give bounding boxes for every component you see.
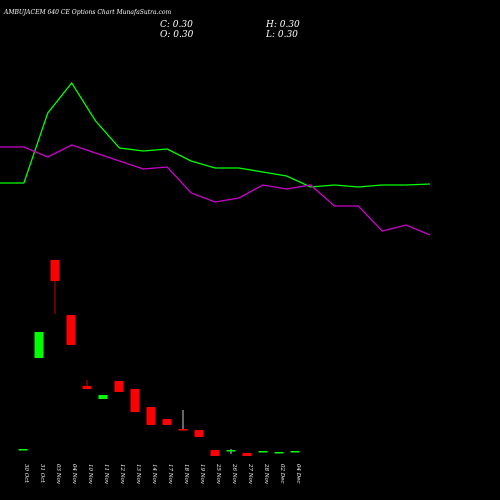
date-label: 04 Nov (71, 464, 77, 485)
candle-body (194, 430, 204, 437)
low-label: L: 0.30 (265, 30, 298, 40)
candle-body (34, 332, 44, 358)
indicator-line (0, 144, 431, 236)
candle-body (114, 381, 124, 392)
candle-body (178, 429, 188, 431)
candle-body (210, 450, 220, 456)
date-label: 12 Nov (119, 464, 125, 485)
date-label: 25 Nov (215, 463, 221, 485)
date-label: 02 Dec (279, 464, 285, 484)
date-label: 26 Nov (231, 463, 237, 485)
candle-body (146, 407, 156, 425)
candle-body (66, 315, 76, 345)
date-label: 04 Dec (295, 464, 301, 484)
date-label: 11 Nov (103, 464, 109, 485)
date-label: 14 Nov (151, 464, 157, 485)
date-label: 13 Nov (135, 464, 141, 485)
date-label: 18 Nov (183, 464, 189, 485)
date-label: 27 Nov (247, 463, 253, 485)
candle-body (18, 449, 28, 451)
candle-body (82, 386, 92, 389)
date-label: 28 Nov (263, 463, 269, 485)
date-label: 17 Nov (167, 464, 173, 485)
open-label: O: 0.30 (160, 30, 194, 40)
candle-body (242, 453, 252, 456)
date-label: 19 Nov (199, 464, 205, 485)
candle-body (226, 450, 236, 452)
candle-body (98, 395, 108, 399)
candle-body (162, 419, 172, 425)
close-label: C: 0.30 (160, 20, 193, 30)
high-label: H: 0.30 (265, 20, 300, 30)
date-label: 30 Oct (23, 464, 29, 483)
candle-body (258, 451, 268, 453)
indicator-line (0, 81, 431, 188)
candle-body (50, 260, 60, 281)
date-label: 03 Nov (55, 464, 61, 485)
chart-title: AMBUJACEM 640 CE Options Chart MunafaSut… (3, 9, 172, 16)
date-label: 31 Oct (39, 464, 45, 483)
candle-body (130, 389, 140, 412)
date-label: 10 Nov (87, 464, 93, 485)
candle-body (274, 452, 284, 454)
candle-body (290, 451, 300, 453)
